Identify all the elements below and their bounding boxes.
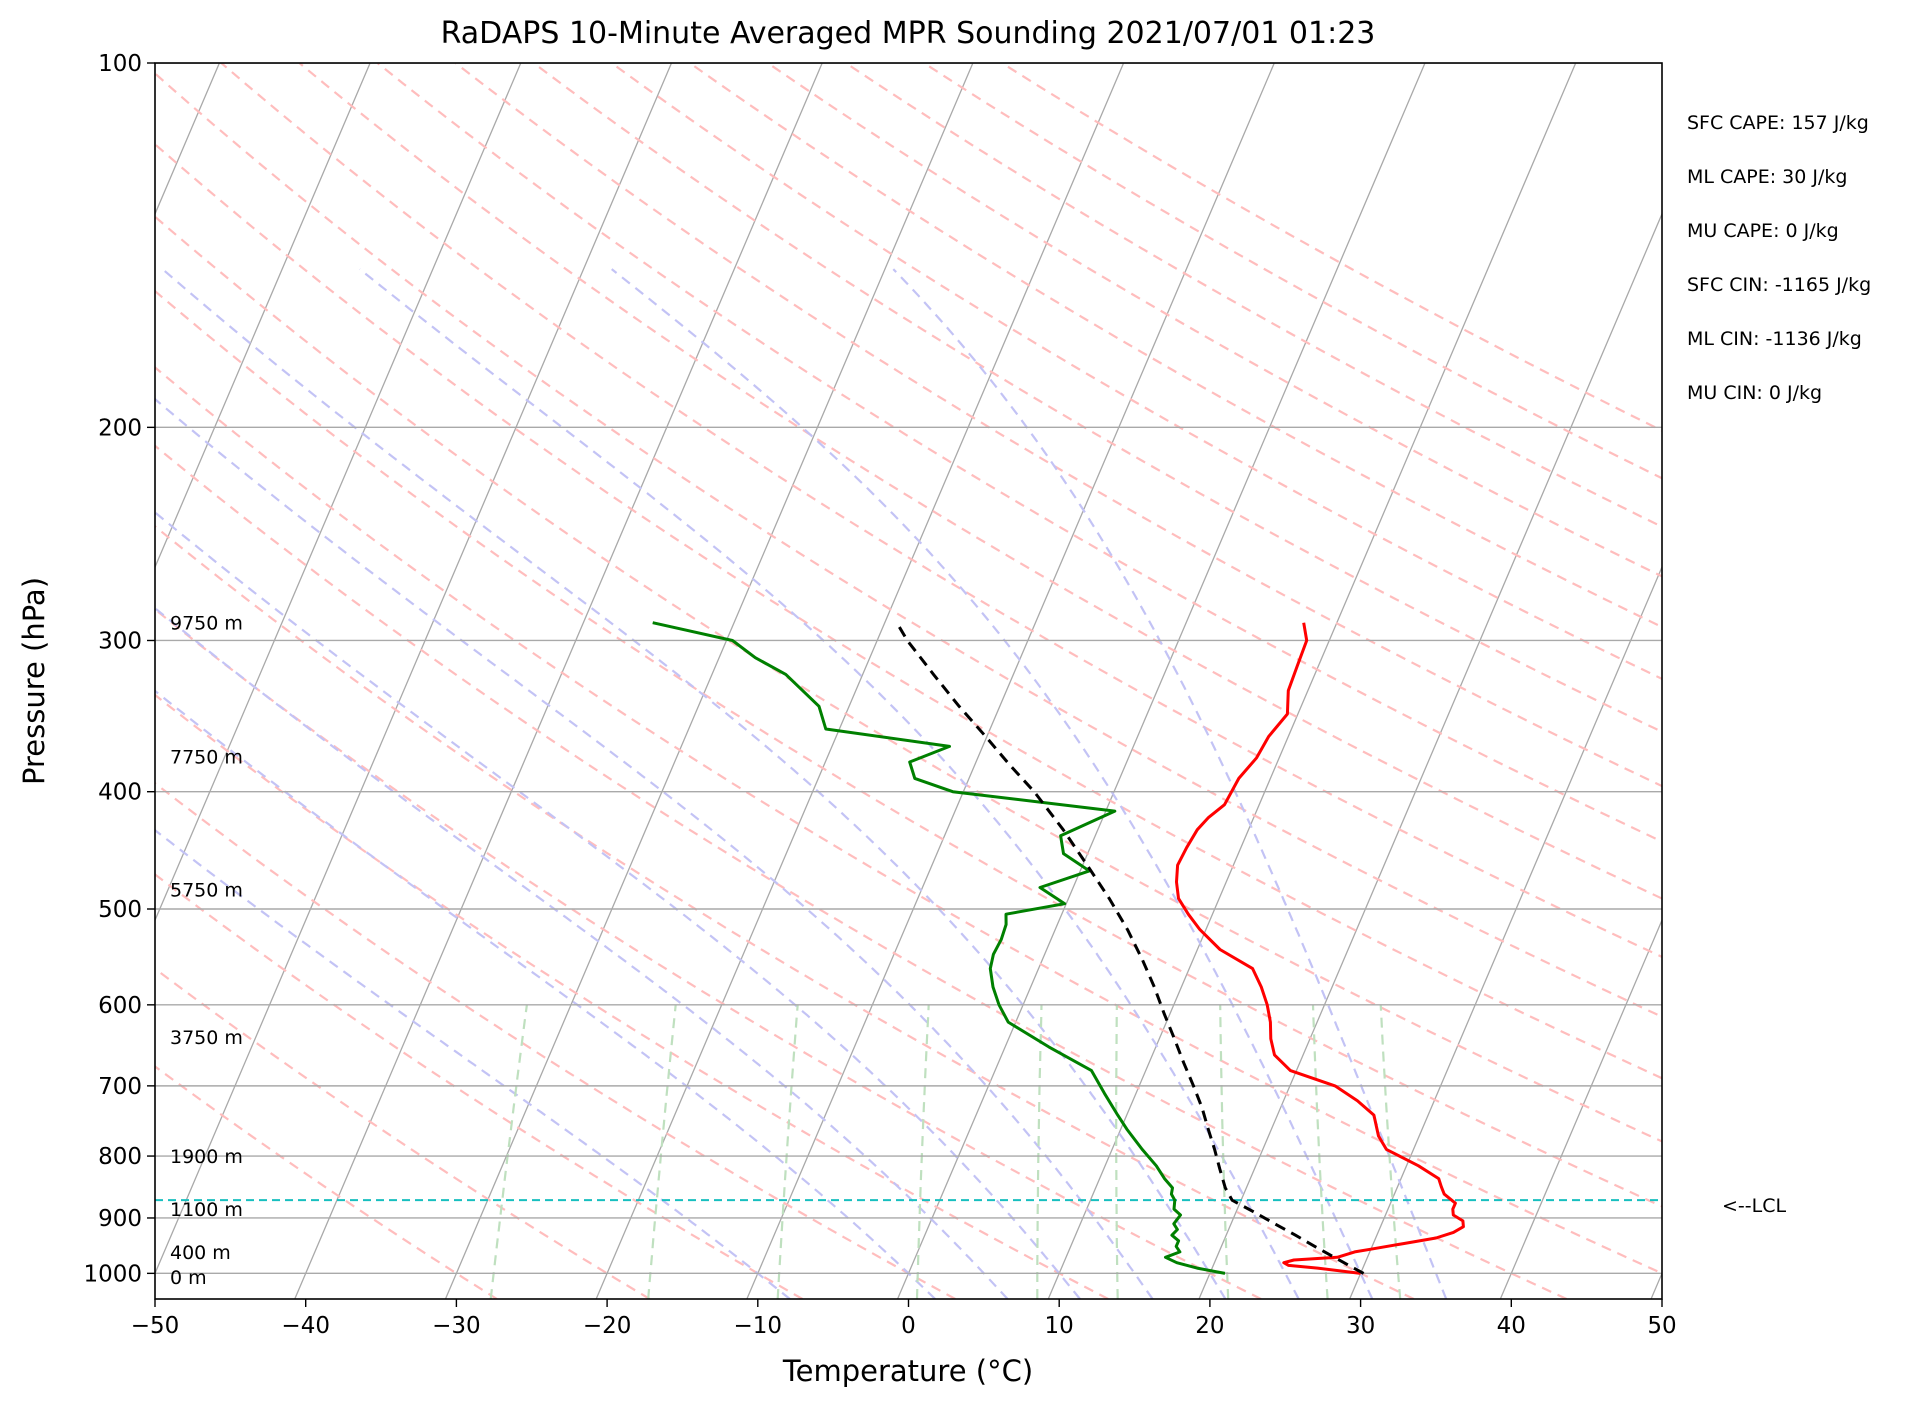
- x-axis-ticks: −50 −40 −30 −20 −10 0 10 20 30 40 50: [131, 1299, 1677, 1339]
- dry-adiabat-line: [767, 63, 1662, 578]
- dry-adiabat-line: [155, 781, 956, 1299]
- dry-adiabat-line: [610, 63, 1662, 681]
- dry-adiabat-line: [298, 63, 1662, 900]
- isotherm-line: [746, 63, 1275, 1299]
- stability-index-text: SFC CIN: -1165 J/kg: [1687, 274, 1871, 296]
- mixing-ratio-line: [647, 1004, 677, 1299]
- dry-adiabat-line: [155, 444, 1568, 1299]
- isotherm-line: [1499, 918, 1662, 1299]
- y-axis-label: Pressure (hPa): [17, 577, 51, 785]
- dry-adiabat-line: [155, 289, 1662, 1208]
- dry-adiabat-line: [155, 365, 1662, 1275]
- moist-adiabat-line: [155, 510, 1081, 1299]
- isotherm-line: [294, 63, 823, 1299]
- mixing-ratio-line: [915, 1004, 930, 1299]
- y-tick-label: 300: [98, 628, 142, 654]
- x-tick-label: −20: [583, 1313, 632, 1339]
- parcel-profile-line: [895, 621, 1365, 1275]
- y-tick-label: 100: [98, 51, 142, 77]
- lcl-marker: <--LCL: [155, 1195, 1786, 1217]
- height-labels: 9750 m 7750 m 5750 m 3750 m 1900 m 1100 m 400 …: [170, 613, 243, 1289]
- isotherm-line: [1349, 565, 1662, 1299]
- mixing-ratio-line: [776, 1004, 799, 1299]
- x-tick-label: 30: [1346, 1313, 1375, 1339]
- isotherm-line: [444, 63, 974, 1299]
- moist-adiabat-line: [155, 828, 791, 1299]
- height-label: 1100 m: [170, 1199, 243, 1221]
- y-tick-label: 1000: [83, 1261, 142, 1287]
- x-axis-label: Temperature (°C): [782, 1354, 1033, 1388]
- dry-adiabat-line: [155, 524, 1415, 1299]
- temperature-profile-line: [1175, 622, 1465, 1275]
- chart-title: RaDAPS 10-Minute Averaged MPR Sounding 2…: [441, 16, 1376, 51]
- height-label: 1900 m: [170, 1146, 243, 1168]
- y-tick-label: 600: [98, 993, 142, 1019]
- mixing-ratio-line: [1115, 1004, 1119, 1299]
- x-tick-label: 20: [1195, 1313, 1224, 1339]
- moist-adiabat-line: [155, 689, 936, 1299]
- isotherm-line: [155, 63, 522, 922]
- x-tick-label: −50: [131, 1313, 180, 1339]
- x-tick-label: −10: [734, 1313, 783, 1339]
- height-label: 5750 m: [170, 880, 243, 902]
- stability-index-text: ML CAPE: 30 J/kg: [1687, 166, 1847, 188]
- lcl-label: <--LCL: [1722, 1195, 1786, 1217]
- stability-index-text: SFC CAPE: 157 J/kg: [1687, 112, 1869, 134]
- dry-adiabat-line: [923, 63, 1662, 480]
- height-label: 3750 m: [170, 1027, 243, 1049]
- y-tick-label: 900: [98, 1206, 142, 1232]
- mixing-ratio-line: [1311, 1004, 1329, 1299]
- dry-adiabat-line: [532, 63, 1662, 734]
- y-tick-label: 800: [98, 1144, 142, 1170]
- x-tick-label: 40: [1497, 1313, 1526, 1339]
- stability-indices: SFC CAPE: 157 J/kg ML CAPE: 30 J/kg MU CAP…: [1687, 112, 1871, 404]
- dewpoint-profile-line: [652, 621, 1226, 1275]
- dry-adiabat-line: [155, 142, 1662, 1080]
- dry-adiabat-line: [155, 967, 651, 1299]
- sounding-profiles: [652, 621, 1465, 1275]
- isotherm-line: [155, 63, 673, 1276]
- stability-index-text: ML CIN: -1136 J/kg: [1687, 328, 1862, 350]
- stability-index-text: MU CAPE: 0 J/kg: [1687, 220, 1839, 242]
- pressure-gridlines: [155, 63, 1662, 1275]
- y-tick-label: 200: [98, 415, 142, 441]
- dry-adiabat-line: [220, 63, 1662, 959]
- stability-index-text: MU CIN: 0 J/kg: [1687, 382, 1822, 404]
- y-tick-label: 500: [98, 897, 142, 923]
- isotherm-line: [1198, 212, 1662, 1299]
- mixing-ratio-line: [489, 1004, 528, 1299]
- isotherm-line: [155, 63, 371, 569]
- height-label: 9750 m: [170, 613, 243, 635]
- height-label: 7750 m: [170, 746, 243, 768]
- moist-adiabat-line: [359, 268, 1300, 1299]
- mixing-ratio-line: [1219, 1004, 1230, 1299]
- height-label: 400 m: [170, 1242, 231, 1264]
- mixing-ratio-line: [1036, 1004, 1043, 1299]
- y-tick-label: 700: [98, 1074, 142, 1100]
- x-tick-label: 0: [901, 1313, 916, 1339]
- background-lines: [155, 63, 1662, 1299]
- mixing-ratio-line: [1379, 1004, 1402, 1299]
- moist-adiabat-line: [155, 606, 1009, 1299]
- moist-adiabat-line: [892, 268, 1448, 1299]
- x-tick-label: −30: [432, 1313, 481, 1339]
- y-tick-label: 400: [98, 780, 142, 806]
- dry-adiabat-line: [155, 873, 804, 1299]
- x-tick-label: −40: [281, 1313, 330, 1339]
- isotherm-line: [1047, 63, 1577, 1299]
- height-label: 0 m: [170, 1267, 207, 1289]
- dry-adiabat-line: [454, 63, 1662, 788]
- isotherm-line: [595, 63, 1125, 1299]
- dry-adiabat-line: [1001, 63, 1662, 432]
- moist-adiabat-line: [611, 268, 1374, 1299]
- x-tick-label: 50: [1647, 1313, 1676, 1339]
- moist-adiabat-line: [155, 397, 1154, 1299]
- isotherm-line: [896, 63, 1426, 1299]
- y-axis-ticks: 100 200 300 400 500 600 700 800 900 1000: [83, 51, 155, 1287]
- x-tick-label: 10: [1045, 1313, 1074, 1339]
- moist-adiabat-line: [161, 268, 1227, 1299]
